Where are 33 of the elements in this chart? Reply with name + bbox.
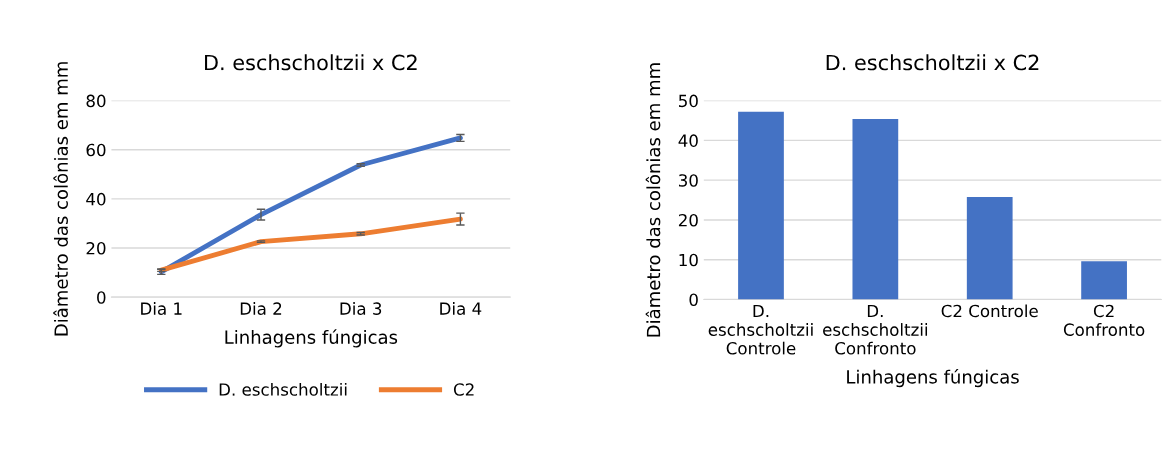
x-axis-title: Linhagens fúngicas bbox=[225, 329, 398, 348]
bar bbox=[1081, 261, 1127, 300]
y-tick-label: 0 bbox=[689, 293, 698, 307]
y-tick-label: 10 bbox=[679, 253, 698, 267]
y-tick-label: 0 bbox=[97, 291, 106, 304]
y-tick-label: 80 bbox=[86, 94, 106, 108]
y-axis-title: Diâmetro das colônias em mm bbox=[645, 63, 661, 337]
x-axis-title: Linhagens fúngicas bbox=[847, 368, 1019, 388]
y-tick-label: 60 bbox=[86, 143, 106, 157]
x-tick-label: Dia 2 bbox=[240, 302, 282, 315]
line-series bbox=[158, 216, 463, 273]
chart-title: D. eschscholtzii x C2 bbox=[205, 54, 417, 71]
y-tick-label: 20 bbox=[678, 213, 698, 227]
legend-label: D. eschscholtzii bbox=[219, 382, 347, 396]
y-tick-label: 40 bbox=[86, 192, 106, 206]
x-tick-label: Dia 4 bbox=[440, 302, 482, 315]
x-tick-label: C2 Confronto bbox=[1063, 304, 1145, 336]
legend-label: C2 bbox=[453, 383, 474, 396]
y-tick-label: 20 bbox=[86, 242, 106, 255]
y-tick-label: 30 bbox=[679, 174, 698, 187]
y-axis-title: Diâmetro das colônias em mm bbox=[53, 62, 68, 336]
bar bbox=[966, 196, 1013, 300]
x-tick-label: C2 Controle bbox=[941, 304, 1038, 318]
x-tick-label: Dia 1 bbox=[141, 302, 182, 315]
chart-title: D. eschscholtzii x C2 bbox=[826, 54, 1039, 71]
bar bbox=[738, 111, 784, 300]
line-series bbox=[158, 135, 463, 275]
x-tick-label: Dia 3 bbox=[340, 302, 382, 315]
x-tick-label: D. eschscholtzii Controle bbox=[708, 304, 813, 355]
y-tick-label: 50 bbox=[679, 94, 698, 108]
bar bbox=[852, 118, 899, 300]
x-tick-label: D. eschscholtzii Confronto bbox=[823, 304, 928, 355]
y-tick-label: 40 bbox=[678, 134, 698, 147]
